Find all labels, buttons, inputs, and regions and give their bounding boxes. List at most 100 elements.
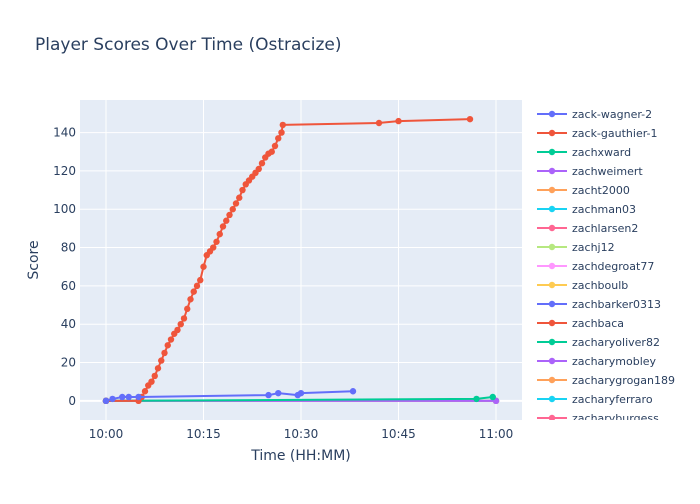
- legend-label: zachweimert: [572, 165, 643, 178]
- data-point: [119, 393, 126, 401]
- x-tick-label: 11:00: [479, 427, 514, 441]
- data-point: [102, 397, 110, 405]
- data-point: [154, 365, 162, 372]
- series-zachxward: [102, 393, 496, 405]
- data-point: [473, 395, 480, 403]
- legend-item-zachj12[interactable]: zachj12: [537, 241, 615, 254]
- data-point: [375, 119, 383, 127]
- legend-swatch-marker: [548, 338, 556, 346]
- data-point: [279, 121, 286, 129]
- legend-swatch-marker: [548, 186, 556, 194]
- legend-swatch-marker: [548, 148, 556, 156]
- data-point: [180, 315, 188, 322]
- chart-title: Player Scores Over Time (Ostracize): [35, 35, 342, 55]
- series-zack-wagner-2: [102, 388, 357, 405]
- legend-swatch-marker: [548, 357, 556, 365]
- data-point: [349, 388, 357, 395]
- legend-label: zachbaca: [572, 317, 624, 330]
- legend-item-zachboulb[interactable]: zachboulb: [537, 279, 628, 292]
- data-point: [232, 200, 240, 207]
- legend-item-zack-wagner-2[interactable]: zack-wagner-2: [537, 108, 652, 121]
- data-point: [174, 326, 181, 334]
- legend-item-zacharymobley[interactable]: zacharymobley: [537, 355, 657, 368]
- legend-item-zacharyoliver82[interactable]: zacharyoliver82: [537, 336, 660, 349]
- data-point: [135, 393, 142, 401]
- legend-item-zacharygrogan189[interactable]: zacharygrogan189: [537, 374, 675, 387]
- data-point: [265, 391, 272, 399]
- data-point: [395, 117, 402, 125]
- y-tick-label: 140: [53, 126, 76, 140]
- data-point: [223, 217, 230, 224]
- data-point: [158, 357, 165, 364]
- data-point: [268, 148, 275, 155]
- legend-label: zacharyburgess: [572, 412, 659, 425]
- data-point: [229, 206, 236, 213]
- legend-label: zack-gauthier-1: [572, 127, 658, 140]
- y-tick-label: 80: [61, 241, 76, 255]
- legend-item-zachweimert[interactable]: zachweimert: [537, 165, 643, 178]
- legend-swatch-marker: [548, 319, 556, 327]
- data-point: [190, 288, 197, 295]
- x-tick-labels: 10:00 10:15 10:30 10:45 11:00: [89, 427, 514, 441]
- data-point: [275, 389, 282, 397]
- legend-item-zacharyburgess[interactable]: zacharyburgess: [537, 412, 659, 425]
- y-tick-label: 20: [61, 356, 76, 370]
- legend-swatch-marker: [548, 167, 556, 175]
- data-point: [187, 296, 194, 303]
- legend-swatch-marker: [548, 395, 556, 403]
- data-point: [278, 129, 285, 136]
- legend-label: zacharyferraro: [572, 393, 653, 406]
- x-axis-label: Time (HH:MM): [250, 448, 351, 464]
- legend-item-zacht2000[interactable]: zacht2000: [537, 184, 630, 197]
- legend-item-zacharyferraro[interactable]: zacharyferraro: [537, 393, 653, 406]
- legend-swatch-marker: [548, 376, 556, 384]
- legend-label: zachbarker0313: [572, 298, 661, 311]
- data-point: [226, 211, 233, 219]
- x-tick-label: 10:45: [381, 427, 416, 441]
- data-point: [177, 320, 184, 328]
- legend-item-zachbarker0313[interactable]: zachbarker0313: [537, 298, 661, 311]
- legend-label: zachxward: [572, 146, 631, 159]
- legend-swatch-marker: [548, 300, 556, 308]
- legend-item-zack-gauthier-1[interactable]: zack-gauthier-1: [537, 127, 658, 140]
- data-point: [216, 230, 223, 238]
- legend-label: zack-wagner-2: [572, 108, 652, 121]
- data-point: [151, 372, 158, 380]
- x-tick-label: 10:00: [89, 427, 124, 441]
- legend-item-zachbaca[interactable]: zachbaca: [537, 317, 624, 330]
- legend-label: zacht2000: [572, 184, 630, 197]
- x-tick-label: 10:30: [284, 427, 319, 441]
- y-tick-label: 120: [53, 164, 76, 178]
- legend-swatch-marker: [548, 243, 556, 251]
- legend-label: zacharyoliver82: [572, 336, 660, 349]
- data-point: [164, 342, 171, 349]
- legend-label: zacharymobley: [572, 355, 657, 368]
- legend-item-zachxward[interactable]: zachxward: [537, 146, 631, 159]
- data-point: [167, 336, 175, 343]
- y-axis-label: Score: [26, 240, 42, 279]
- legend-swatch-marker: [548, 224, 556, 232]
- x-tick-label: 10:15: [186, 427, 221, 441]
- data-point: [275, 135, 282, 142]
- legend-label: zachboulb: [572, 279, 628, 292]
- data-point: [184, 305, 191, 313]
- y-tick-label: 60: [61, 279, 76, 293]
- data-point: [200, 263, 207, 270]
- legend-swatch-marker: [548, 281, 556, 289]
- data-point: [297, 389, 305, 397]
- legend-item-zachlarsen2[interactable]: zachlarsen2: [537, 222, 638, 235]
- data-point: [236, 194, 243, 201]
- data-point: [125, 393, 132, 401]
- legend-swatch-marker: [548, 110, 556, 118]
- legend-swatch-marker: [548, 129, 556, 137]
- data-point: [489, 393, 496, 401]
- data-point: [141, 388, 149, 395]
- x-gridlines: [105, 100, 497, 420]
- legend[interactable]: zack-wagner-2 zack-gauthier-1 zachxward zac…: [537, 108, 675, 425]
- legend-label: zachdegroat77: [572, 260, 654, 273]
- legend-item-zachman03[interactable]: zachman03: [537, 203, 636, 216]
- legend-label: zachlarsen2: [572, 222, 638, 235]
- legend-item-zachdegroat77[interactable]: zachdegroat77: [537, 260, 654, 273]
